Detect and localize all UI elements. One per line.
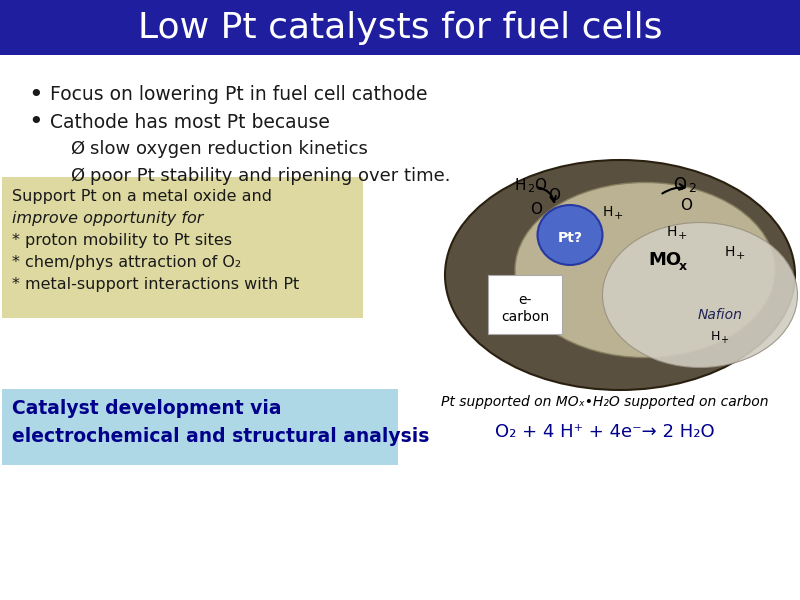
Text: Pt supported on MOₓ•H₂O supported on carbon: Pt supported on MOₓ•H₂O supported on car… xyxy=(442,395,769,409)
Text: improve opportunity for: improve opportunity for xyxy=(12,211,203,226)
Text: Ø: Ø xyxy=(70,140,84,158)
Text: •: • xyxy=(28,83,42,107)
Text: +: + xyxy=(614,211,622,221)
Text: O: O xyxy=(548,187,560,202)
Text: Ø: Ø xyxy=(70,167,84,185)
Text: O₂ + 4 H⁺ + 4e⁻→ 2 H₂O: O₂ + 4 H⁺ + 4e⁻→ 2 H₂O xyxy=(495,423,715,441)
Text: slow oxygen reduction kinetics: slow oxygen reduction kinetics xyxy=(90,140,368,158)
Text: Cathode has most Pt because: Cathode has most Pt because xyxy=(50,113,330,131)
Text: * metal-support interactions with Pt: * metal-support interactions with Pt xyxy=(12,277,299,292)
Text: 2: 2 xyxy=(688,182,696,196)
Ellipse shape xyxy=(538,205,602,265)
Ellipse shape xyxy=(445,160,795,390)
Text: carbon: carbon xyxy=(501,310,549,324)
Text: * proton mobility to Pt sites: * proton mobility to Pt sites xyxy=(12,232,232,247)
Text: +: + xyxy=(720,335,728,345)
Text: H: H xyxy=(667,225,677,239)
Text: O: O xyxy=(680,197,692,212)
Text: * chem/phys attraction of O₂: * chem/phys attraction of O₂ xyxy=(12,254,241,269)
Text: +: + xyxy=(735,251,745,261)
Text: MO: MO xyxy=(649,251,682,269)
Text: x: x xyxy=(679,260,687,274)
Text: Support Pt on a metal oxide and: Support Pt on a metal oxide and xyxy=(12,188,272,203)
Text: Nafion: Nafion xyxy=(698,308,742,322)
Text: 2: 2 xyxy=(527,184,534,194)
Text: poor Pt stability and ripening over time.: poor Pt stability and ripening over time… xyxy=(90,167,450,185)
Ellipse shape xyxy=(515,182,775,358)
FancyBboxPatch shape xyxy=(2,389,398,465)
FancyBboxPatch shape xyxy=(0,0,800,55)
Text: Pt?: Pt? xyxy=(558,231,582,245)
Text: electrochemical and structural analysis: electrochemical and structural analysis xyxy=(12,427,430,445)
FancyBboxPatch shape xyxy=(488,275,562,334)
Text: H: H xyxy=(514,178,526,193)
FancyBboxPatch shape xyxy=(0,55,800,600)
Text: +: + xyxy=(678,231,686,241)
Text: H: H xyxy=(710,329,720,343)
Text: Focus on lowering Pt in fuel cell cathode: Focus on lowering Pt in fuel cell cathod… xyxy=(50,85,427,104)
Text: Catalyst development via: Catalyst development via xyxy=(12,398,282,418)
Text: O: O xyxy=(530,202,542,217)
Text: e-: e- xyxy=(518,293,532,307)
Text: H: H xyxy=(725,245,735,259)
Text: •: • xyxy=(28,110,42,134)
Text: O: O xyxy=(534,178,546,193)
Text: O: O xyxy=(674,176,686,194)
FancyBboxPatch shape xyxy=(2,177,363,318)
Text: Low Pt catalysts for fuel cells: Low Pt catalysts for fuel cells xyxy=(138,11,662,45)
Text: H: H xyxy=(603,205,613,219)
Ellipse shape xyxy=(602,223,798,367)
